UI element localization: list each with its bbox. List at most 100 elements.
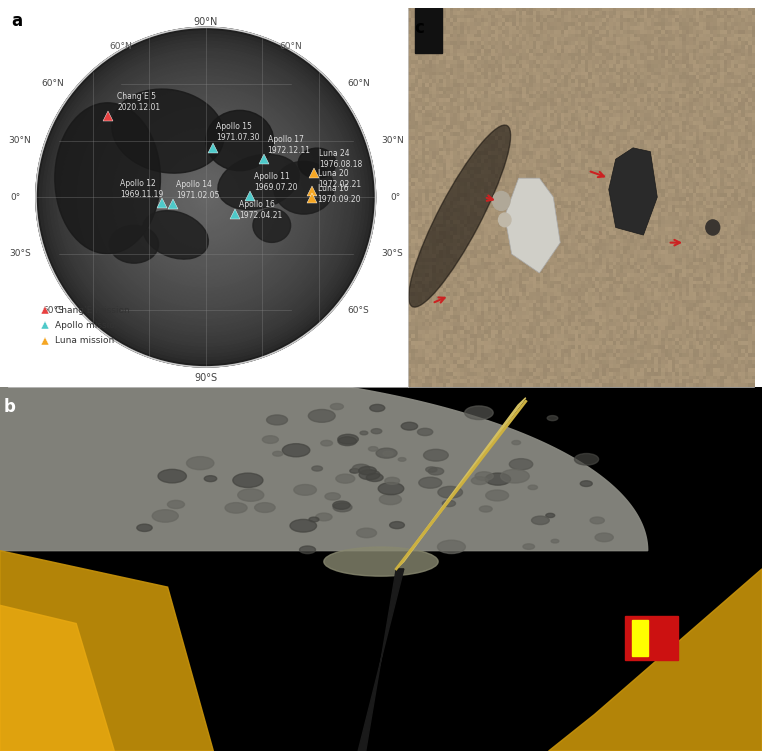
Text: a: a [11, 12, 23, 30]
Circle shape [262, 436, 278, 443]
Circle shape [290, 520, 316, 532]
Circle shape [528, 485, 537, 490]
Circle shape [551, 539, 559, 543]
Polygon shape [0, 369, 648, 550]
Circle shape [140, 131, 271, 263]
Circle shape [376, 448, 397, 458]
Circle shape [331, 403, 344, 410]
Text: Luna 24
1976.08.18: Luna 24 1976.08.18 [319, 149, 363, 170]
Circle shape [174, 166, 237, 228]
Circle shape [438, 487, 463, 498]
Polygon shape [0, 550, 213, 751]
Text: 30°N: 30°N [8, 136, 30, 145]
Circle shape [116, 107, 296, 287]
Circle shape [379, 494, 402, 505]
Circle shape [188, 179, 223, 215]
Polygon shape [609, 148, 658, 235]
Polygon shape [549, 569, 762, 751]
Circle shape [402, 422, 418, 430]
Text: Apollo 15
1971.07.30: Apollo 15 1971.07.30 [216, 122, 260, 142]
Polygon shape [504, 178, 560, 273]
Circle shape [357, 528, 376, 538]
Ellipse shape [142, 210, 208, 259]
Ellipse shape [218, 155, 299, 210]
Circle shape [88, 80, 324, 315]
Circle shape [64, 55, 347, 339]
Circle shape [123, 114, 289, 280]
Ellipse shape [110, 225, 158, 263]
Circle shape [130, 121, 282, 273]
Circle shape [91, 83, 320, 312]
Text: Chang’E mission: Chang’E mission [55, 306, 130, 315]
Circle shape [485, 473, 511, 485]
Circle shape [475, 472, 493, 481]
Circle shape [370, 404, 385, 412]
Circle shape [442, 500, 456, 507]
Circle shape [195, 187, 216, 207]
Circle shape [465, 406, 493, 420]
Circle shape [547, 415, 558, 421]
Circle shape [85, 76, 327, 318]
Ellipse shape [112, 89, 224, 173]
Circle shape [389, 522, 405, 529]
Circle shape [105, 97, 306, 297]
Circle shape [225, 502, 247, 513]
Circle shape [273, 451, 283, 456]
Circle shape [102, 93, 309, 301]
Circle shape [137, 524, 152, 532]
Circle shape [333, 501, 350, 509]
Circle shape [171, 162, 240, 232]
Circle shape [359, 469, 380, 480]
Circle shape [485, 490, 508, 501]
Circle shape [283, 444, 310, 457]
Circle shape [60, 52, 351, 342]
Circle shape [312, 466, 322, 471]
Circle shape [199, 190, 213, 204]
Ellipse shape [253, 209, 290, 243]
Text: 30°N: 30°N [381, 136, 404, 145]
Circle shape [532, 516, 549, 525]
Circle shape [426, 467, 437, 472]
Circle shape [501, 469, 530, 483]
Ellipse shape [55, 103, 161, 254]
Circle shape [418, 428, 433, 436]
Circle shape [512, 441, 520, 445]
Circle shape [437, 540, 466, 553]
Circle shape [338, 434, 358, 444]
Text: Apollo 12
1969.11.19: Apollo 12 1969.11.19 [120, 179, 163, 200]
Circle shape [575, 454, 599, 465]
Text: 60°S: 60°S [43, 306, 64, 315]
Circle shape [371, 429, 382, 434]
Circle shape [590, 517, 604, 524]
Text: Apollo 14
1971.02.05: Apollo 14 1971.02.05 [177, 180, 220, 201]
Circle shape [150, 142, 261, 252]
Circle shape [523, 544, 535, 550]
Text: Luna 20
1972.02.21: Luna 20 1972.02.21 [318, 168, 361, 189]
Text: 60°N: 60°N [110, 42, 132, 50]
Circle shape [98, 89, 313, 305]
Circle shape [202, 194, 210, 201]
Circle shape [143, 134, 268, 260]
Circle shape [385, 478, 399, 484]
Circle shape [706, 220, 720, 235]
Circle shape [112, 104, 299, 291]
Circle shape [595, 533, 613, 541]
Circle shape [360, 431, 368, 435]
Circle shape [168, 159, 244, 235]
Text: 60°N: 60°N [280, 42, 302, 50]
Circle shape [158, 469, 187, 483]
Circle shape [336, 474, 355, 483]
Circle shape [40, 31, 372, 363]
Circle shape [161, 152, 251, 242]
Circle shape [267, 415, 287, 425]
Circle shape [428, 468, 443, 475]
Circle shape [294, 484, 316, 495]
Circle shape [369, 447, 378, 451]
Circle shape [353, 464, 370, 472]
Circle shape [498, 213, 511, 227]
Text: c: c [415, 19, 424, 37]
Circle shape [185, 176, 226, 218]
Text: 60°S: 60°S [347, 306, 369, 315]
Circle shape [479, 506, 492, 512]
Circle shape [315, 513, 332, 521]
